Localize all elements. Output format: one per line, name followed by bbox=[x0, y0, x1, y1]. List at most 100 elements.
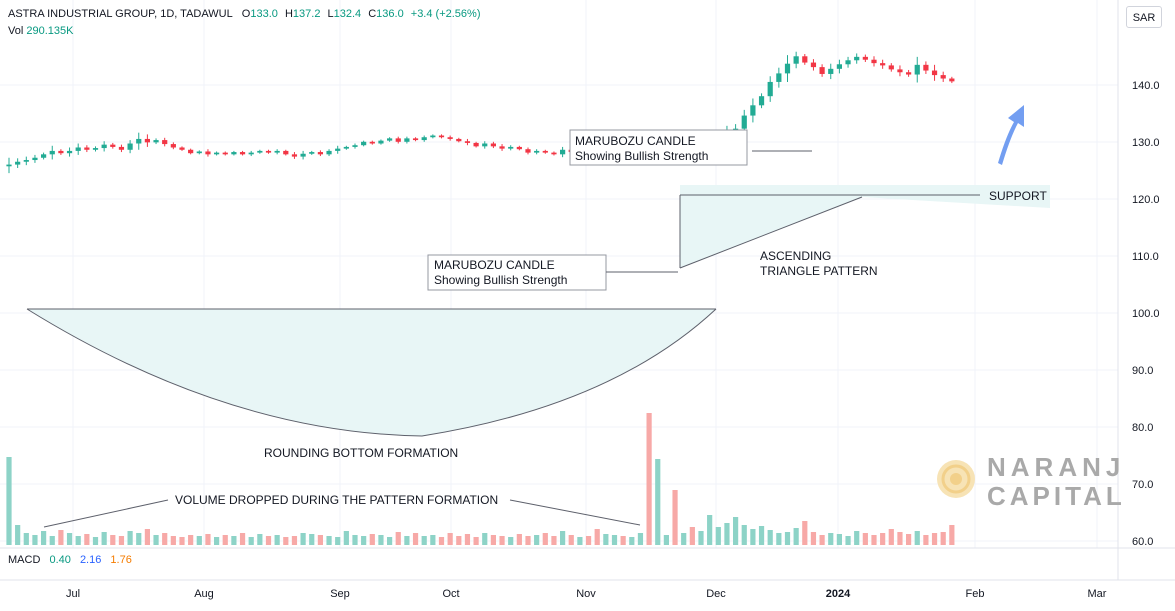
marubozu-1-line2: Showing Bullish Strength bbox=[434, 273, 567, 287]
volume-bar bbox=[395, 532, 401, 545]
volume-bar bbox=[205, 534, 211, 545]
candle-body bbox=[940, 75, 946, 79]
candle-body bbox=[369, 141, 375, 144]
volume-bar bbox=[127, 531, 133, 545]
triangle-support-fill bbox=[680, 185, 1050, 268]
candle-body bbox=[871, 59, 877, 64]
volume-bar bbox=[672, 490, 678, 545]
volume-bar bbox=[819, 535, 825, 545]
ascending-triangle-line2: TRIANGLE PATTERN bbox=[760, 264, 878, 278]
open-value: 133.0 bbox=[250, 8, 278, 20]
candle-body bbox=[784, 63, 791, 74]
currency-button[interactable]: SAR bbox=[1126, 6, 1162, 28]
candle-body bbox=[231, 152, 237, 155]
volume-bar bbox=[499, 536, 505, 545]
volume-bar bbox=[153, 535, 159, 545]
macd-value-3: 1.76 bbox=[110, 554, 132, 566]
volume-bar bbox=[836, 534, 842, 545]
candle-body bbox=[352, 145, 358, 147]
volume-bar bbox=[845, 536, 851, 545]
volume-bar bbox=[862, 533, 868, 545]
candle-body bbox=[560, 149, 566, 155]
macd-value-2: 2.16 bbox=[79, 554, 102, 566]
candle-body bbox=[931, 70, 938, 76]
volume-bar bbox=[404, 536, 410, 545]
volume-bar bbox=[698, 531, 704, 545]
rounding-bottom-fill bbox=[27, 309, 716, 436]
candle-body bbox=[84, 147, 90, 150]
volume-bar bbox=[75, 536, 81, 545]
volume-bar bbox=[776, 533, 782, 545]
volume-bar bbox=[265, 536, 272, 545]
x-tick-label: Mar bbox=[1088, 588, 1107, 600]
volume-bar bbox=[871, 535, 877, 545]
rounding-bottom-label: ROUNDING BOTTOM FORMATION bbox=[264, 446, 458, 460]
volume-bar bbox=[49, 536, 55, 545]
volume-bar bbox=[352, 535, 358, 545]
candle-body bbox=[810, 62, 817, 68]
volume-bar bbox=[66, 533, 73, 545]
y-tick-label: 60.0 bbox=[1132, 536, 1153, 548]
volume-bar bbox=[646, 413, 652, 545]
candle-body bbox=[248, 152, 254, 155]
candle-body bbox=[534, 150, 540, 153]
volume-bar bbox=[361, 536, 367, 545]
candle-body bbox=[361, 141, 367, 146]
y-tick-label: 100.0 bbox=[1132, 308, 1160, 320]
candle-body bbox=[274, 150, 280, 153]
candle-body bbox=[758, 96, 765, 106]
candle-body bbox=[880, 63, 886, 66]
candle-body bbox=[317, 152, 323, 155]
volume-bar bbox=[940, 532, 946, 545]
candle-body bbox=[430, 135, 436, 138]
candle-body bbox=[179, 147, 185, 150]
candle-body bbox=[412, 138, 419, 141]
volume-note-line-right bbox=[509, 499, 641, 526]
close-label: C bbox=[368, 8, 377, 20]
volume-bar bbox=[326, 536, 332, 545]
candle-body bbox=[92, 148, 99, 150]
candle-body bbox=[421, 137, 427, 141]
watermark-line-1: NARANJ bbox=[987, 452, 1126, 482]
volume-bar bbox=[585, 536, 592, 545]
candle-body bbox=[387, 138, 393, 141]
volume-bar bbox=[58, 530, 64, 545]
candle-body bbox=[75, 147, 81, 151]
candle-body bbox=[404, 138, 410, 142]
volume-bar bbox=[222, 535, 228, 545]
volume-bar bbox=[793, 528, 799, 545]
candle-body bbox=[750, 105, 756, 116]
volume-bar bbox=[525, 536, 531, 545]
candle-body bbox=[516, 146, 522, 150]
volume-bar bbox=[715, 527, 721, 545]
volume-bar bbox=[784, 532, 791, 545]
volume-bar bbox=[274, 535, 280, 545]
volume-bar bbox=[611, 535, 618, 545]
y-tick-label: 110.0 bbox=[1132, 251, 1159, 263]
x-tick-label: Feb bbox=[966, 588, 985, 600]
candle-body bbox=[438, 135, 445, 138]
volume-bar bbox=[629, 537, 635, 545]
volume-note-line-left bbox=[43, 499, 169, 528]
candle-body bbox=[162, 140, 168, 145]
watermark: NARANJ CAPITAL bbox=[935, 452, 1135, 512]
volume-bar bbox=[438, 537, 445, 545]
volume-bar bbox=[101, 532, 107, 545]
candle-body bbox=[136, 138, 142, 144]
marubozu-2-line1: MARUBOZU CANDLE bbox=[575, 134, 696, 148]
volume-drop-label: VOLUME DROPPED DURING THE PATTERN FORMAT… bbox=[175, 493, 498, 507]
candle-body bbox=[949, 78, 955, 82]
volume-bar bbox=[594, 529, 600, 545]
candle-body bbox=[110, 144, 116, 147]
candle-body bbox=[153, 140, 159, 143]
candle-body bbox=[205, 151, 211, 155]
rounding-bottom-curve bbox=[26, 308, 717, 437]
candle-body bbox=[819, 67, 825, 74]
volume-bar bbox=[681, 533, 687, 545]
candle-body bbox=[291, 154, 298, 157]
volume-bar bbox=[32, 535, 38, 545]
volume-bar bbox=[810, 532, 817, 545]
volume-bar bbox=[906, 534, 912, 545]
